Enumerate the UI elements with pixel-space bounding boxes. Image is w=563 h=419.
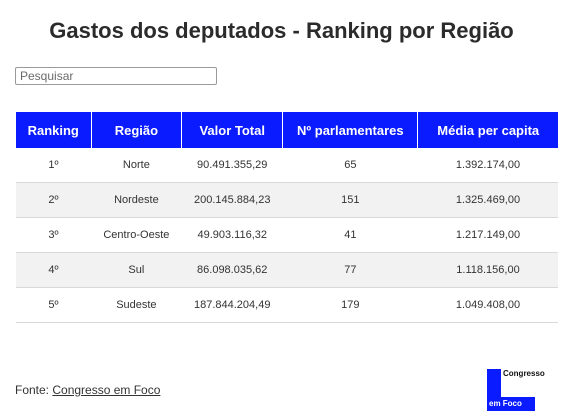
cell-parlamentares: 179 — [282, 287, 418, 323]
cell-valor-total: 187.844.204,49 — [181, 287, 283, 323]
logo-text-line1: Congresso — [503, 369, 545, 378]
cell-parlamentares: 151 — [282, 182, 418, 218]
logo-bar-horizontal — [487, 397, 535, 411]
search-input[interactable] — [15, 67, 217, 85]
source-link[interactable]: Congresso em Foco — [52, 383, 161, 397]
cell-regiao: Norte — [91, 148, 182, 183]
cell-parlamentares: 77 — [282, 252, 418, 288]
page-title: Gastos dos deputados - Ranking por Regiã… — [49, 18, 514, 43]
cell-valor-total: 200.145.884,23 — [181, 182, 283, 218]
congresso-em-foco-logo: Congresso em Foco — [487, 369, 545, 411]
column-header-regiao[interactable]: Região — [91, 112, 183, 148]
cell-regiao: Centro-Oeste — [91, 217, 182, 253]
cell-valor-total: 86.098.035,62 — [181, 252, 283, 288]
column-header-ranking[interactable]: Ranking — [16, 112, 92, 148]
cell-ranking: 2º — [16, 182, 91, 218]
cell-media: 1.118.156,00 — [417, 252, 558, 288]
cell-parlamentares: 41 — [282, 217, 418, 253]
column-header-valor-total[interactable]: Valor Total — [181, 112, 284, 148]
table-row: 4º Sul 86.098.035,62 77 1.118.156,00 — [16, 252, 558, 288]
cell-ranking: 5º — [16, 287, 91, 323]
cell-regiao: Nordeste — [91, 182, 182, 218]
source-prefix: Fonte: — [15, 383, 53, 397]
table-row: 1º Norte 90.491.355,29 65 1.392.174,00 — [16, 148, 558, 183]
cell-media: 1.325.469,00 — [417, 182, 558, 218]
column-header-media[interactable]: Média per capita — [417, 112, 558, 148]
table-row: 5º Sudeste 187.844.204,49 179 1.049.408,… — [16, 287, 558, 323]
cell-valor-total: 49.903.116,32 — [181, 217, 283, 253]
ranking-table: Ranking Região Valor Total Nº parlamenta… — [16, 112, 558, 323]
table-header-row: Ranking Região Valor Total Nº parlamenta… — [16, 112, 558, 148]
cell-ranking: 3º — [16, 217, 91, 253]
cell-media: 1.049.408,00 — [417, 287, 558, 323]
cell-ranking: 1º — [16, 148, 91, 183]
cell-regiao: Sudeste — [91, 287, 182, 323]
table-row: 3º Centro-Oeste 49.903.116,32 41 1.217.1… — [16, 217, 558, 253]
source-credit: Fonte: Congresso em Foco — [15, 383, 160, 397]
cell-regiao: Sul — [91, 252, 182, 288]
logo-text-line2: em Foco — [489, 399, 522, 408]
cell-valor-total: 90.491.355,29 — [181, 148, 283, 183]
cell-media: 1.217.149,00 — [417, 217, 558, 253]
cell-media: 1.392.174,00 — [417, 148, 558, 183]
column-header-parlamentares[interactable]: Nº parlamentares — [282, 112, 419, 148]
cell-ranking: 4º — [16, 252, 91, 288]
cell-parlamentares: 65 — [282, 148, 418, 183]
table-row: 2º Nordeste 200.145.884,23 151 1.325.469… — [16, 182, 558, 218]
